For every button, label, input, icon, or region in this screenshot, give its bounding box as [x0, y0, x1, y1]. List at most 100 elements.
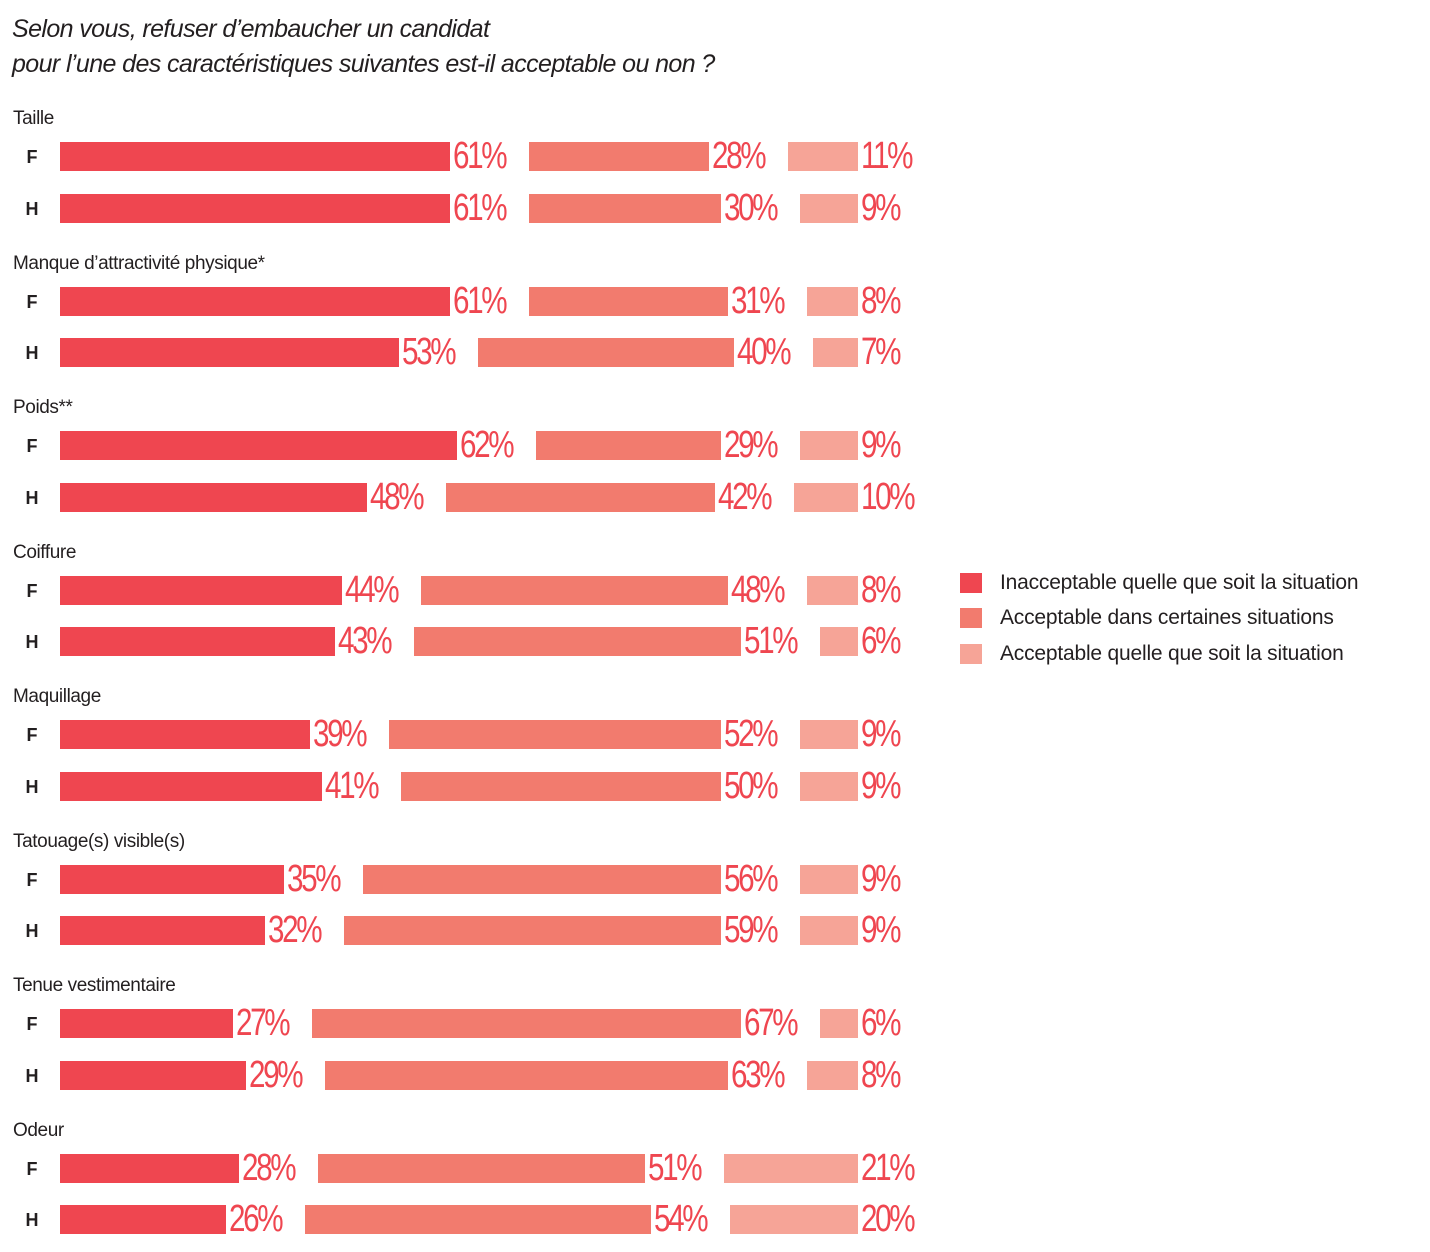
sex-label-f: F: [26, 869, 38, 890]
value-label-taille-f-segment-2: 28%: [711, 135, 767, 177]
bar-poids-h-segment-2: [446, 482, 715, 512]
bar-coiffure-h-segment-2: [414, 627, 741, 656]
value-label-odeur-f-segment-1: 28%: [242, 1146, 297, 1189]
bar-tatouage-s-visible-s-f-segment-2: [363, 864, 722, 894]
legend-item-acceptable-certaines: Acceptable dans certaines situations: [960, 601, 1358, 637]
chart-title-line-1: Selon vous, refuser d’embaucher un candi…: [12, 15, 490, 43]
sex-label-h: H: [25, 921, 39, 941]
bar-poids-f-segment-1: [60, 431, 457, 460]
bar-odeur-h-segment-3: [730, 1205, 858, 1234]
bar-odeur-f-segment-3: [723, 1153, 858, 1183]
group-label-taille: Taille: [13, 108, 54, 129]
legend-swatch: [960, 572, 982, 593]
sex-label-h: H: [25, 198, 39, 219]
bar-tenue-vestimentaire-h-segment-1: [60, 1060, 246, 1090]
legend-label: Acceptable dans certaines situations: [1000, 606, 1334, 630]
sex-label-h: H: [25, 343, 39, 363]
value-label-coiffure-h-segment-2: 51%: [743, 620, 799, 662]
value-label-taille-f-segment-1: 61%: [453, 135, 508, 177]
chart-title: Selon vous, refuser d’embaucher un candi…: [12, 12, 715, 82]
value-label-manque-d-attractivite-physique-h-segment-1: 53%: [402, 331, 457, 373]
value-label-odeur-f-segment-2: 51%: [647, 1146, 703, 1189]
value-label-maquillage-h-segment-1: 41%: [325, 764, 380, 807]
sex-label-h: H: [25, 632, 39, 652]
bar-manque-d-attractivite-physique-f-segment-3: [806, 286, 858, 316]
value-label-coiffure-f-segment-3: 8%: [861, 568, 901, 611]
bar-maquillage-f-segment-1: [60, 720, 310, 749]
bar-coiffure-f-segment-1: [60, 575, 342, 605]
bar-tenue-vestimentaire-h-segment-3: [806, 1060, 858, 1090]
bar-manque-d-attractivite-physique-f-segment-2: [529, 286, 728, 316]
value-label-manque-d-attractivite-physique-h-segment-2: 40%: [737, 331, 792, 373]
value-label-tatouage-s-visible-s-h-segment-2: 59%: [724, 909, 779, 951]
bar-taille-h-segment-2: [529, 193, 722, 223]
value-label-odeur-f-segment-3: 21%: [861, 1146, 916, 1189]
bar-taille-f-segment-2: [529, 142, 709, 171]
value-label-maquillage-f-segment-3: 9%: [861, 713, 901, 755]
group-label-maquillage: Maquillage: [13, 686, 101, 707]
value-label-manque-d-attractivite-physique-h-segment-3: 7%: [861, 331, 901, 373]
value-label-tenue-vestimentaire-h-segment-3: 8%: [861, 1053, 901, 1096]
bar-maquillage-h-segment-2: [401, 771, 722, 801]
sex-label-h: H: [25, 1210, 39, 1230]
bar-odeur-h-segment-1: [60, 1205, 227, 1234]
sex-label-h: H: [25, 1065, 39, 1086]
legend-swatch: [960, 643, 982, 664]
bar-odeur-f-segment-1: [60, 1153, 240, 1183]
group-label-odeur: Odeur: [13, 1119, 64, 1141]
value-label-tenue-vestimentaire-h-segment-1: 29%: [248, 1053, 304, 1096]
value-label-poids-h-segment-3: 10%: [861, 475, 916, 518]
value-label-poids-h-segment-2: 42%: [718, 475, 773, 518]
bar-tatouage-s-visible-s-h-segment-2: [343, 916, 722, 945]
sex-label-h: H: [25, 776, 39, 797]
bar-poids-f-segment-2: [535, 431, 722, 460]
sex-label-f: F: [26, 147, 38, 167]
value-label-tatouage-s-visible-s-h-segment-3: 9%: [861, 909, 901, 951]
value-label-poids-f-segment-1: 62%: [459, 424, 515, 466]
value-label-maquillage-h-segment-3: 9%: [861, 764, 901, 807]
value-label-poids-f-segment-2: 29%: [724, 424, 779, 466]
value-label-manque-d-attractivite-physique-f-segment-3: 8%: [861, 279, 901, 322]
group-label-poids: Poids**: [13, 397, 73, 418]
value-label-coiffure-h-segment-3: 6%: [861, 620, 901, 662]
value-label-poids-h-segment-1: 48%: [370, 475, 425, 518]
group-label-tenue-vestimentaire: Tenue vestimentaire: [13, 975, 176, 996]
value-label-odeur-h-segment-2: 54%: [654, 1198, 709, 1240]
bar-maquillage-h-segment-3: [800, 771, 858, 801]
value-label-taille-h-segment-3: 9%: [861, 186, 901, 229]
value-label-manque-d-attractivite-physique-f-segment-1: 61%: [453, 279, 508, 322]
legend-label: Acceptable quelle que soit la situation: [1000, 641, 1344, 665]
sex-label-f: F: [26, 291, 38, 312]
bar-poids-h-segment-3: [794, 482, 858, 512]
legend-label: Inacceptable quelle que soit la situatio…: [1000, 570, 1359, 594]
value-label-tenue-vestimentaire-f-segment-2: 67%: [743, 1002, 799, 1044]
bar-tenue-vestimentaire-f-segment-1: [60, 1009, 233, 1038]
bar-odeur-f-segment-2: [318, 1153, 645, 1183]
value-label-tatouage-s-visible-s-h-segment-1: 32%: [267, 909, 323, 951]
value-label-tenue-vestimentaire-f-segment-3: 6%: [861, 1002, 901, 1044]
bar-coiffure-f-segment-2: [420, 575, 728, 605]
bar-taille-h-segment-1: [60, 193, 451, 223]
bar-manque-d-attractivite-physique-h-segment-3: [813, 338, 858, 367]
value-label-maquillage-h-segment-2: 50%: [724, 764, 779, 807]
bar-tatouage-s-visible-s-f-segment-3: [800, 864, 858, 894]
value-label-maquillage-f-segment-1: 39%: [312, 713, 368, 755]
sex-label-h: H: [25, 487, 39, 508]
group-label-tatouage-s-visible-s: Tatouage(s) visible(s): [13, 830, 185, 852]
value-label-manque-d-attractivite-physique-f-segment-2: 31%: [730, 279, 786, 322]
value-label-coiffure-h-segment-1: 43%: [338, 620, 393, 662]
bar-maquillage-f-segment-2: [388, 720, 722, 749]
bar-coiffure-h-segment-1: [60, 627, 336, 656]
value-label-tatouage-s-visible-s-f-segment-3: 9%: [861, 857, 901, 900]
value-label-poids-f-segment-3: 9%: [861, 424, 901, 466]
bar-tenue-vestimentaire-f-segment-3: [819, 1009, 858, 1038]
sex-label-f: F: [26, 1158, 38, 1179]
legend-item-acceptable-toujours: Acceptable quelle que soit la situation: [960, 636, 1358, 672]
value-label-odeur-h-segment-1: 26%: [229, 1198, 284, 1240]
bar-tatouage-s-visible-s-f-segment-1: [60, 864, 284, 894]
chart-title-line-2: pour l’une des caractéristiques suivante…: [12, 50, 715, 78]
bar-manque-d-attractivite-physique-h-segment-1: [60, 338, 400, 367]
bar-maquillage-f-segment-3: [800, 720, 858, 749]
sex-label-f: F: [26, 1014, 38, 1034]
stacked-bar-chart: Taille F 61% 28% 11% H 61% 30% 9% Manque d’attrac…: [13, 108, 916, 1240]
